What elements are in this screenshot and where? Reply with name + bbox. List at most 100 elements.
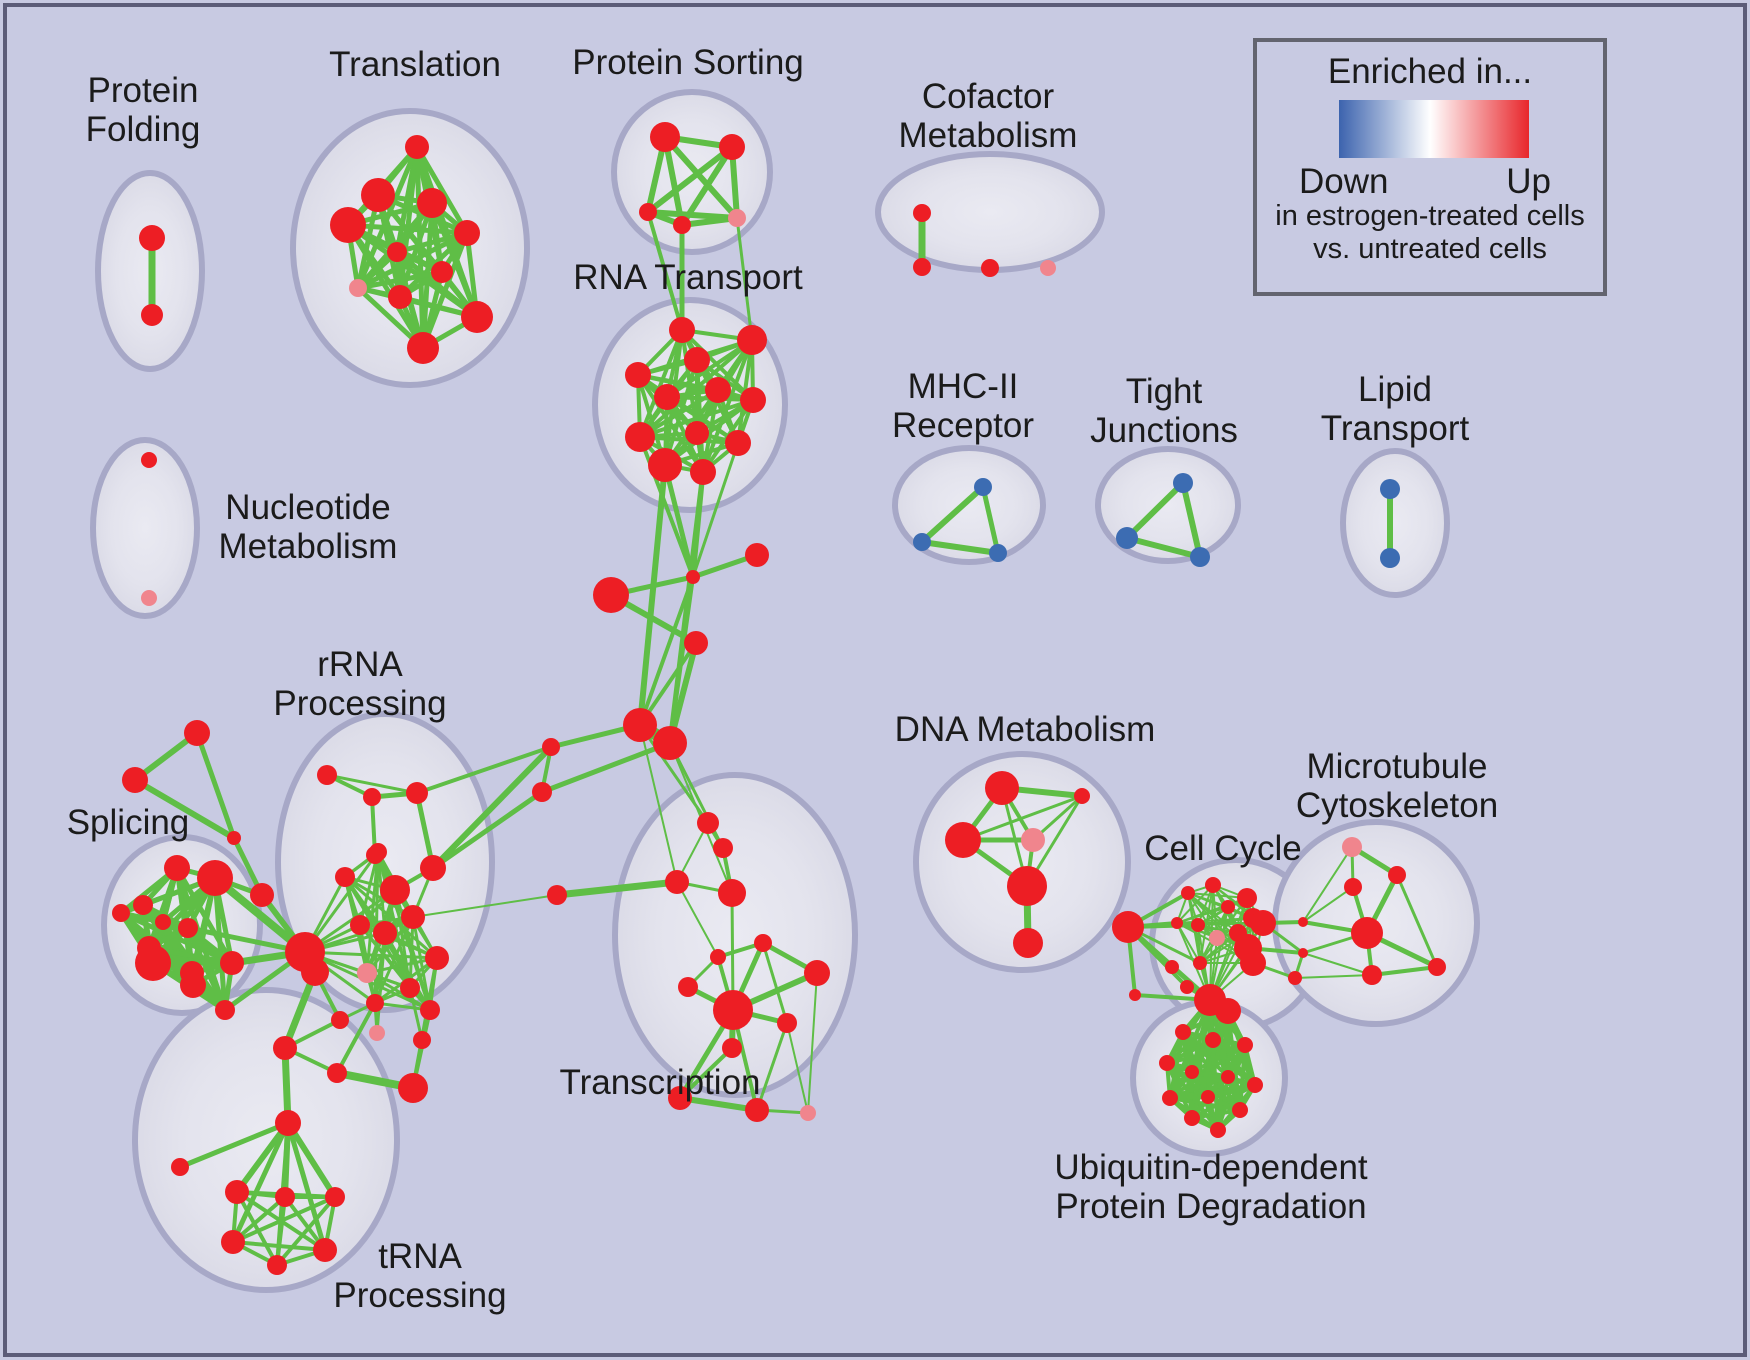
node-cf1[interactable] xyxy=(913,204,931,222)
node-cc3[interactable] xyxy=(1237,888,1257,908)
node-rr13[interactable] xyxy=(425,946,449,970)
node-cn_f[interactable] xyxy=(653,726,687,760)
node-rt3[interactable] xyxy=(625,362,651,388)
node-cn_h[interactable] xyxy=(532,782,552,802)
node-tn4[interactable] xyxy=(325,1187,345,1207)
node-ps2[interactable] xyxy=(719,134,745,160)
node-ps1[interactable] xyxy=(650,122,680,152)
node-rt12[interactable] xyxy=(690,459,716,485)
node-cc20[interactable] xyxy=(1298,917,1308,927)
node-sp8[interactable] xyxy=(135,945,171,981)
node-sp3[interactable] xyxy=(133,895,153,915)
node-tx4[interactable] xyxy=(718,879,746,907)
node-rr17[interactable] xyxy=(420,1000,440,1020)
node-cc13[interactable] xyxy=(1180,980,1194,994)
node-mhc2[interactable] xyxy=(913,533,931,551)
node-tr8[interactable] xyxy=(349,279,367,297)
node-lt1[interactable] xyxy=(1380,479,1400,499)
node-cc6[interactable] xyxy=(1191,918,1205,932)
node-sp11[interactable] xyxy=(180,972,206,998)
node-rt4[interactable] xyxy=(684,347,710,373)
node-tj2[interactable] xyxy=(1116,527,1138,549)
node-tj3[interactable] xyxy=(1190,547,1210,567)
node-cc12[interactable] xyxy=(1193,956,1207,970)
node-tri3[interactable] xyxy=(227,831,241,845)
node-cn_g[interactable] xyxy=(542,738,560,756)
node-tn7[interactable] xyxy=(267,1255,287,1275)
node-ub8[interactable] xyxy=(1162,1090,1178,1106)
node-mt1[interactable] xyxy=(1342,837,1362,857)
node-pf1[interactable] xyxy=(139,225,165,251)
node-tx10[interactable] xyxy=(777,1013,797,1033)
node-ps5[interactable] xyxy=(728,209,746,227)
node-mt6[interactable] xyxy=(1362,965,1382,985)
node-tr7[interactable] xyxy=(431,261,453,283)
node-cf3[interactable] xyxy=(981,259,999,277)
node-ub1[interactable] xyxy=(1175,1024,1191,1040)
node-rr8[interactable] xyxy=(380,875,410,905)
node-tr11[interactable] xyxy=(407,332,439,364)
node-cc21[interactable] xyxy=(1298,948,1308,958)
node-rr19[interactable] xyxy=(369,1025,385,1041)
node-dna5[interactable] xyxy=(1007,866,1047,906)
node-rr14[interactable] xyxy=(357,963,377,983)
node-tr5[interactable] xyxy=(454,220,480,246)
node-cc1[interactable] xyxy=(1181,886,1195,900)
node-tr9[interactable] xyxy=(388,285,412,309)
node-rr21[interactable] xyxy=(273,1036,297,1060)
node-cc19[interactable] xyxy=(1215,998,1241,1024)
node-tr6[interactable] xyxy=(387,242,407,262)
node-tx9[interactable] xyxy=(713,990,753,1030)
node-tx14[interactable] xyxy=(800,1105,816,1121)
node-mt2[interactable] xyxy=(1388,866,1406,884)
node-cc4[interactable] xyxy=(1221,900,1235,914)
node-rr15[interactable] xyxy=(400,978,420,998)
node-cc7[interactable] xyxy=(1209,930,1225,946)
node-cn_a[interactable] xyxy=(686,570,700,584)
node-ub7[interactable] xyxy=(1247,1077,1263,1093)
node-cn_b[interactable] xyxy=(745,543,769,567)
node-rt10[interactable] xyxy=(725,430,751,456)
node-rr2[interactable] xyxy=(363,788,381,806)
node-cn_e[interactable] xyxy=(623,708,657,742)
node-tn1[interactable] xyxy=(171,1158,189,1176)
node-rt6[interactable] xyxy=(654,384,680,410)
node-tn_hub[interactable] xyxy=(275,1110,301,1136)
node-cn_c[interactable] xyxy=(593,577,629,613)
node-rr16[interactable] xyxy=(366,994,384,1012)
node-ub9[interactable] xyxy=(1201,1090,1215,1104)
node-sp1[interactable] xyxy=(164,855,190,881)
node-tx5[interactable] xyxy=(754,934,772,952)
node-rr18[interactable] xyxy=(331,1011,349,1029)
node-sp6[interactable] xyxy=(178,918,198,938)
node-pf2[interactable] xyxy=(141,304,163,326)
node-sp5[interactable] xyxy=(155,914,171,930)
node-dna4[interactable] xyxy=(1021,828,1045,852)
node-sp10[interactable] xyxy=(220,951,244,975)
node-rr22[interactable] xyxy=(327,1063,347,1083)
node-dna1[interactable] xyxy=(985,771,1019,805)
node-tn6[interactable] xyxy=(313,1238,337,1262)
node-tx11[interactable] xyxy=(722,1038,742,1058)
node-nm2[interactable] xyxy=(141,590,157,606)
node-tx6[interactable] xyxy=(710,949,726,965)
node-tx3[interactable] xyxy=(665,870,689,894)
node-ub11[interactable] xyxy=(1184,1110,1200,1126)
node-ub4[interactable] xyxy=(1159,1055,1175,1071)
node-sp12[interactable] xyxy=(215,1000,235,1020)
node-rrhub2[interactable] xyxy=(301,958,329,986)
node-tj1[interactable] xyxy=(1173,473,1193,493)
node-cc2[interactable] xyxy=(1205,877,1221,893)
node-rr3[interactable] xyxy=(406,782,428,804)
node-tx7[interactable] xyxy=(678,977,698,997)
node-ps4[interactable] xyxy=(673,216,691,234)
node-cc15[interactable] xyxy=(1240,950,1266,976)
node-cc16[interactable] xyxy=(1288,971,1302,985)
node-rr1[interactable] xyxy=(317,765,337,785)
node-rr5[interactable] xyxy=(335,867,355,887)
node-cf4[interactable] xyxy=(1040,260,1056,276)
node-rt5[interactable] xyxy=(705,377,731,403)
node-nm1[interactable] xyxy=(141,452,157,468)
node-cc_hub[interactable] xyxy=(1112,911,1144,943)
node-cf2[interactable] xyxy=(913,258,931,276)
